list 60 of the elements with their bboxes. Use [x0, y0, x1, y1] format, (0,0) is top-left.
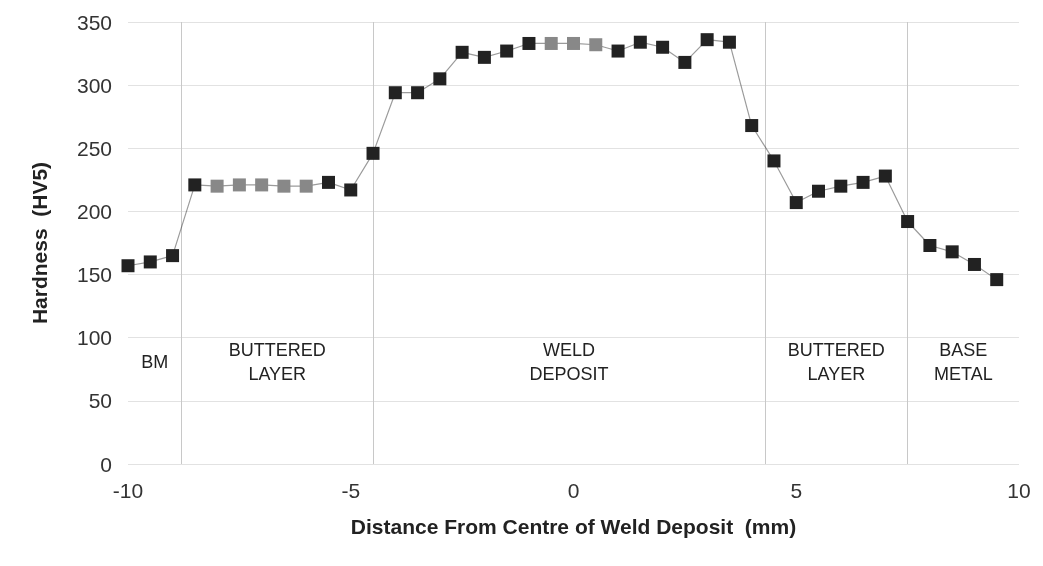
point — [834, 179, 848, 193]
y-tick-label: 150 — [76, 263, 112, 287]
point — [611, 44, 625, 58]
point — [678, 55, 692, 69]
y-tick-label: 200 — [76, 199, 112, 223]
y-axis-title: Hardness (HV5) — [28, 161, 51, 325]
point — [901, 215, 915, 229]
point — [500, 44, 514, 58]
y-tick-label: 250 — [76, 136, 112, 160]
x-tick-label: 0 — [567, 479, 580, 502]
y-tick-label: 50 — [88, 389, 112, 413]
point — [700, 33, 714, 47]
x-tick-label: -5 — [341, 479, 361, 502]
point — [567, 36, 580, 50]
x-tick-label: 5 — [790, 479, 803, 502]
point — [321, 175, 335, 189]
x-tick-label: -10 — [112, 479, 144, 502]
y-tick-label: 0 — [100, 452, 112, 476]
point — [990, 273, 1004, 287]
point — [366, 146, 380, 160]
point — [878, 169, 892, 183]
point — [656, 40, 670, 54]
point — [745, 119, 759, 133]
point — [121, 259, 135, 273]
annotation: BUTTERED LAYER — [228, 340, 326, 385]
point — [166, 249, 180, 263]
point — [722, 35, 736, 49]
point — [522, 36, 536, 50]
x-tick-label: 10 — [1007, 479, 1031, 502]
point — [923, 239, 937, 253]
point — [255, 178, 269, 192]
point — [143, 255, 157, 269]
annotation: BASE METAL — [933, 340, 993, 385]
point — [633, 35, 647, 49]
y-tick-label: 100 — [76, 326, 112, 350]
point — [789, 196, 803, 210]
point — [945, 245, 959, 259]
point — [967, 257, 981, 271]
point — [277, 179, 291, 193]
annotation: BM — [141, 352, 169, 373]
annotation: BUTTERED LAYER — [787, 340, 885, 385]
point — [232, 178, 246, 192]
annotation: WELD DEPOSIT — [529, 340, 609, 385]
point — [812, 184, 826, 198]
point — [388, 86, 402, 100]
point — [455, 45, 469, 59]
point — [767, 154, 781, 168]
point — [344, 183, 358, 197]
point — [544, 36, 558, 50]
point — [188, 178, 202, 192]
point — [477, 50, 491, 64]
point — [210, 179, 224, 193]
y-tick-label: 350 — [76, 10, 112, 34]
y-tick-label: 300 — [76, 73, 112, 97]
point — [299, 179, 313, 193]
point — [411, 86, 425, 100]
point — [433, 72, 447, 86]
x-axis-title: Distance From Centre of Weld Deposit (mm) — [350, 515, 797, 538]
point — [856, 175, 870, 189]
point — [589, 38, 603, 52]
